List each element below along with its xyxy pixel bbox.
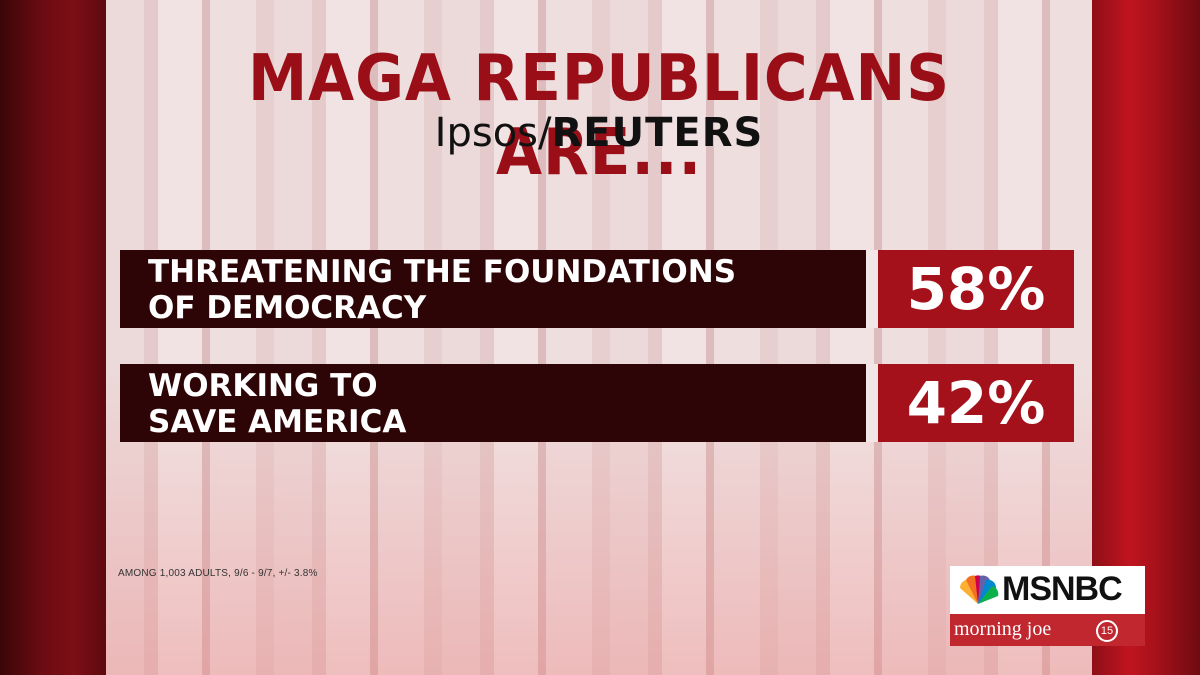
poll-title: MAGA REPUBLICANS ARE... xyxy=(247,42,951,190)
network-name: MSNBC xyxy=(1002,570,1123,608)
anniversary-badge: 15 xyxy=(1096,620,1118,642)
logo-top-band: MSNBC xyxy=(950,566,1145,614)
poll-footnote: AMONG 1,003 ADULTS, 9/6 - 9/7, +/- 3.8% xyxy=(118,568,318,579)
left-frame xyxy=(0,0,106,675)
poll-row-label-line: OF DEMOCRACY xyxy=(148,290,427,326)
poll-row-label: THREATENING THE FOUNDATIONS OF DEMOCRACY xyxy=(120,250,866,328)
poll-row-label: WORKING TO SAVE AMERICA xyxy=(120,364,866,442)
row-divider xyxy=(866,250,878,328)
poll-row-label-line: THREATENING THE FOUNDATIONS xyxy=(148,254,737,290)
poll-row-label-line: WORKING TO xyxy=(148,368,378,404)
poll-row-value: 42% xyxy=(878,364,1074,442)
source-ipsos: Ipsos xyxy=(434,110,539,156)
graphic-panel xyxy=(106,0,1092,675)
poll-row: THREATENING THE FOUNDATIONS OF DEMOCRACY… xyxy=(120,250,1074,328)
logo-bottom-band: morning joe 15 xyxy=(950,614,1145,646)
right-frame xyxy=(1092,0,1200,675)
poll-row: WORKING TO SAVE AMERICA 42% xyxy=(120,364,1074,442)
network-logo: MSNBC morning joe 15 xyxy=(950,566,1145,646)
row-divider xyxy=(866,364,878,442)
peacock-icon xyxy=(959,575,999,604)
source-reuters: REUTERS xyxy=(551,110,764,156)
poll-row-value: 58% xyxy=(878,250,1074,328)
poll-source: Ipsos/REUTERS xyxy=(106,110,1092,156)
show-name: morning joe xyxy=(954,618,1052,640)
source-separator: / xyxy=(538,110,552,156)
poll-row-label-line: SAVE AMERICA xyxy=(148,404,407,440)
